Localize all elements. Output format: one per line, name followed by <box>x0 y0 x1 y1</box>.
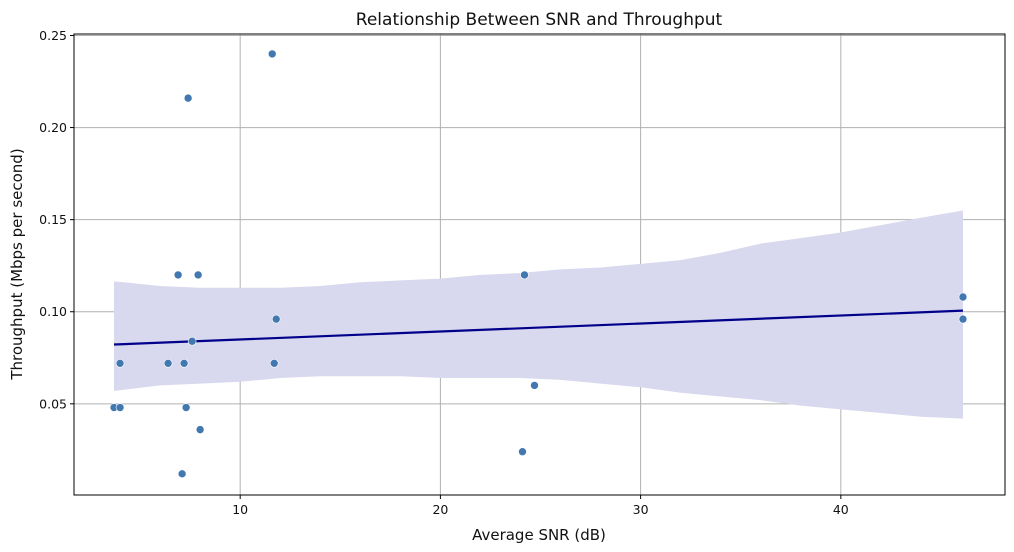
data-point <box>115 359 125 368</box>
confidence-band-area <box>114 210 963 419</box>
data-point <box>115 403 125 412</box>
data-point <box>518 447 527 457</box>
data-point <box>269 359 279 368</box>
y-axis-label: Throughput (Mbps per second) <box>8 148 26 380</box>
y-tick-label: 0.10 <box>39 304 67 319</box>
plot-area-frame <box>73 33 1006 496</box>
data-point <box>187 336 197 346</box>
data-point <box>177 469 187 479</box>
data-point <box>193 270 203 280</box>
regression-line <box>113 309 963 346</box>
data-point <box>958 314 968 324</box>
x-tick-label: 30 <box>633 502 649 517</box>
data-point <box>271 314 281 324</box>
confidence-band <box>114 210 963 419</box>
x-tick-label: 10 <box>232 502 248 517</box>
y-axis-ticks: 0.05 0.10 0.15 0.20 0.25 <box>39 28 74 411</box>
data-points <box>109 49 968 479</box>
x-axis-ticks: 10 20 30 40 <box>232 495 849 517</box>
data-point <box>267 49 277 59</box>
data-point <box>179 359 189 368</box>
x-axis-label: Average SNR (dB) <box>472 526 606 544</box>
y-tick-label: 0.25 <box>39 28 67 43</box>
data-point <box>181 403 191 412</box>
y-tick-label: 0.15 <box>39 212 67 227</box>
regression-fit-line <box>113 309 963 346</box>
data-point <box>183 93 193 103</box>
data-point <box>195 425 205 434</box>
x-tick-label: 20 <box>432 502 448 517</box>
chart-title: Relationship Between SNR and Throughput <box>356 10 723 30</box>
x-tick-label: 40 <box>833 502 849 517</box>
data-point <box>958 292 968 302</box>
y-tick-label: 0.05 <box>39 396 67 411</box>
data-point <box>530 381 539 390</box>
data-point <box>520 270 529 280</box>
data-point <box>173 270 183 280</box>
data-point <box>163 359 173 368</box>
y-tick-label: 0.20 <box>39 120 67 135</box>
